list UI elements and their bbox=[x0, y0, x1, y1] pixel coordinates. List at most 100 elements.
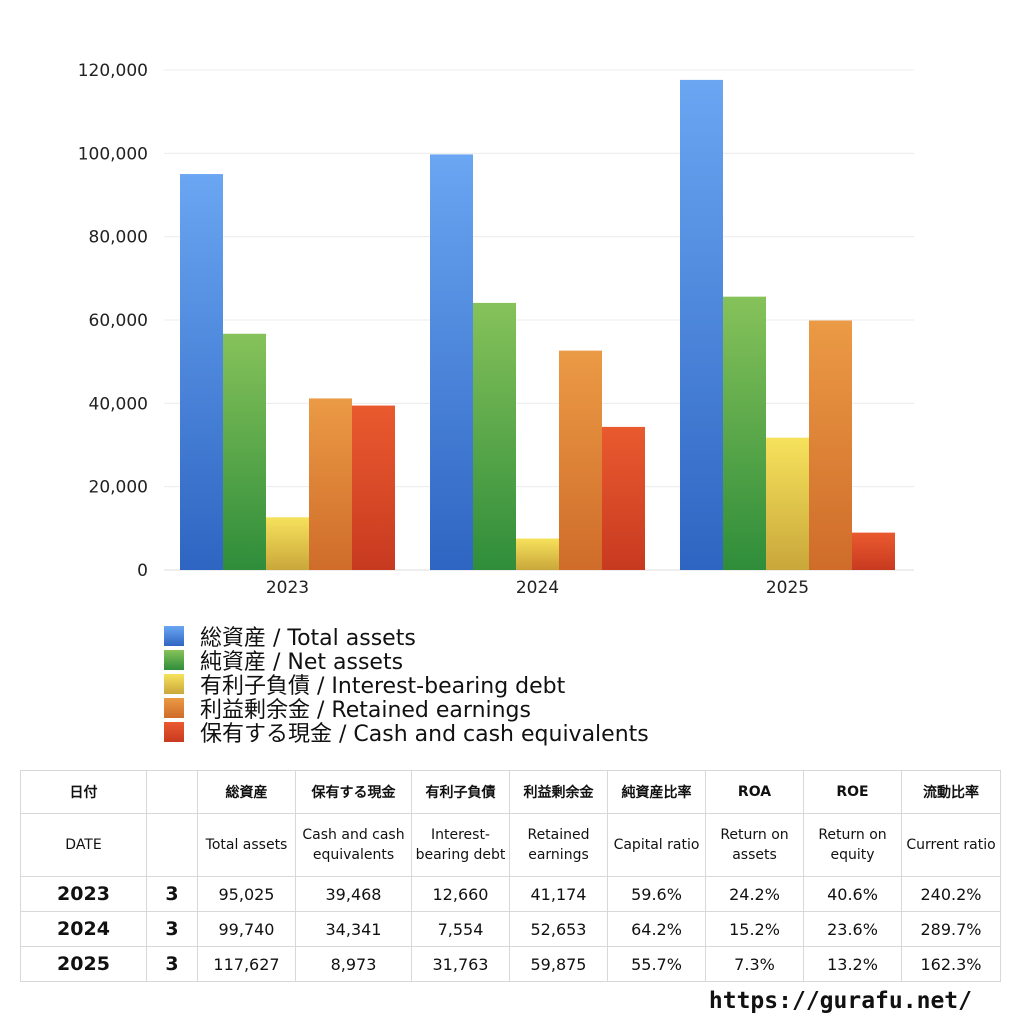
header-capital-ratio-jp: 純資産比率 bbox=[607, 770, 706, 814]
header-date-en: DATE bbox=[20, 813, 147, 877]
bar-2023-series-4 bbox=[352, 405, 395, 570]
legend-label: 総資産 / Total assets bbox=[200, 626, 416, 651]
cell-debt: 12,660 bbox=[411, 876, 510, 912]
bar-2023-series-3 bbox=[309, 398, 352, 570]
legend-item-retained-earnings: 利益剰余金 / Retained earnings bbox=[164, 696, 649, 723]
header-debt-en: Interest-bearing debt bbox=[411, 813, 510, 877]
cell-total-assets: 95,025 bbox=[197, 876, 296, 912]
row-month: 3 bbox=[146, 911, 198, 947]
cell-roa: 24.2% bbox=[705, 876, 804, 912]
legend-swatch bbox=[164, 674, 184, 694]
row-year: 2025 bbox=[20, 946, 147, 982]
y-axis-ticks: 0 20,000 40,000 60,000 80,000 100,000 120,000 bbox=[78, 61, 148, 581]
y-tick-label: 80,000 bbox=[89, 228, 148, 248]
bar-2025-series-3 bbox=[809, 320, 852, 570]
cell-cash: 8,973 bbox=[295, 946, 412, 982]
grid-lines bbox=[164, 69, 914, 571]
y-tick-label: 100,000 bbox=[78, 144, 148, 164]
bar-2023-series-2 bbox=[266, 517, 309, 570]
bar-2024-series-4 bbox=[602, 426, 645, 570]
legend-swatch bbox=[164, 650, 184, 670]
row-month: 3 bbox=[146, 946, 198, 982]
legend-swatch bbox=[164, 698, 184, 718]
legend-swatch bbox=[164, 626, 184, 646]
header-total-assets-jp: 総資産 bbox=[197, 770, 296, 814]
legend-label: 有利子負債 / Interest-bearing debt bbox=[200, 674, 566, 699]
y-tick-label: 60,000 bbox=[89, 311, 148, 331]
cell-current-ratio: 289.7% bbox=[901, 911, 1001, 947]
header-total-assets-en: Total assets bbox=[197, 813, 296, 877]
bar-2024-series-1 bbox=[473, 302, 516, 570]
cell-roa: 15.2% bbox=[705, 911, 804, 947]
cell-current-ratio: 162.3% bbox=[901, 946, 1001, 982]
bar-2025-series-0 bbox=[680, 79, 723, 570]
header-cash-en: Cash and cash equivalents bbox=[295, 813, 412, 877]
header-date-jp: 日付 bbox=[20, 770, 147, 814]
header-current-ratio-en: Current ratio bbox=[901, 813, 1001, 877]
header-blank-en bbox=[146, 813, 198, 877]
legend-item-cash: 保有する現金 / Cash and cash equivalents bbox=[164, 720, 649, 747]
bar-2023-series-1 bbox=[223, 333, 266, 570]
site-url-link[interactable]: https://gurafu.net/ bbox=[708, 988, 972, 1014]
legend-item-net-assets: 純資産 / Net assets bbox=[164, 648, 649, 675]
table-row: 2025 3 117,627 8,973 31,763 59,875 55.7%… bbox=[20, 946, 1001, 982]
legend-item-total-assets: 総資産 / Total assets bbox=[164, 624, 649, 651]
bar-2024-series-2 bbox=[516, 538, 559, 570]
header-roa-en: Return on assets bbox=[705, 813, 804, 877]
legend-swatch bbox=[164, 722, 184, 742]
cell-cash: 34,341 bbox=[295, 911, 412, 947]
header-capital-ratio-en: Capital ratio bbox=[607, 813, 706, 877]
cell-cash: 39,468 bbox=[295, 876, 412, 912]
header-roa-jp: ROA bbox=[705, 770, 804, 814]
cell-retained: 59,875 bbox=[509, 946, 608, 982]
cell-debt: 7,554 bbox=[411, 911, 510, 947]
cell-capital-ratio: 64.2% bbox=[607, 911, 706, 947]
table-row: 2024 3 99,740 34,341 7,554 52,653 64.2% … bbox=[20, 911, 1001, 947]
legend-label: 純資産 / Net assets bbox=[200, 650, 404, 675]
y-tick-label: 40,000 bbox=[89, 394, 148, 414]
cell-debt: 31,763 bbox=[411, 946, 510, 982]
x-axis-ticks: 2023 2024 2025 bbox=[266, 578, 809, 598]
cell-capital-ratio: 59.6% bbox=[607, 876, 706, 912]
y-tick-label: 0 bbox=[137, 561, 148, 581]
cell-total-assets: 99,740 bbox=[197, 911, 296, 947]
header-cash-jp: 保有する現金 bbox=[295, 770, 412, 814]
cell-roe: 23.6% bbox=[803, 911, 902, 947]
bars bbox=[180, 79, 895, 570]
cell-roa: 7.3% bbox=[705, 946, 804, 982]
bar-2025-series-2 bbox=[766, 437, 809, 570]
header-retained-jp: 利益剰余金 bbox=[509, 770, 608, 814]
legend-label: 保有する現金 / Cash and cash equivalents bbox=[200, 722, 649, 747]
header-roe-jp: ROE bbox=[803, 770, 902, 814]
x-tick-label: 2023 bbox=[266, 578, 309, 598]
bar-2025-series-1 bbox=[723, 296, 766, 570]
legend: 総資産 / Total assets 純資産 / Net assets 有利子負… bbox=[164, 624, 649, 747]
header-current-ratio-jp: 流動比率 bbox=[901, 770, 1001, 814]
table-header-jp: 日付 総資産 保有する現金 有利子負債 利益剰余金 純資産比率 ROA ROE … bbox=[20, 770, 1001, 814]
header-retained-en: Retained earnings bbox=[509, 813, 608, 877]
cell-total-assets: 117,627 bbox=[197, 946, 296, 982]
cell-roe: 40.6% bbox=[803, 876, 902, 912]
table-header-en: DATE Total assets Cash and cash equivale… bbox=[20, 813, 1001, 877]
bar-2024-series-0 bbox=[430, 154, 473, 570]
cell-capital-ratio: 55.7% bbox=[607, 946, 706, 982]
header-roe-en: Return on equity bbox=[803, 813, 902, 877]
header-debt-jp: 有利子負債 bbox=[411, 770, 510, 814]
table-row: 2023 3 95,025 39,468 12,660 41,174 59.6%… bbox=[20, 876, 1001, 912]
row-year: 2023 bbox=[20, 876, 147, 912]
y-tick-label: 20,000 bbox=[89, 478, 148, 498]
cell-current-ratio: 240.2% bbox=[901, 876, 1001, 912]
header-blank-jp bbox=[146, 770, 198, 814]
x-tick-label: 2024 bbox=[516, 578, 559, 598]
row-year: 2024 bbox=[20, 911, 147, 947]
cell-roe: 13.2% bbox=[803, 946, 902, 982]
cell-retained: 41,174 bbox=[509, 876, 608, 912]
row-month: 3 bbox=[146, 876, 198, 912]
legend-label: 利益剰余金 / Retained earnings bbox=[200, 698, 531, 723]
bar-2023-series-0 bbox=[180, 174, 223, 570]
y-tick-label: 120,000 bbox=[78, 61, 148, 81]
legend-item-interest-bearing-debt: 有利子負債 / Interest-bearing debt bbox=[164, 672, 649, 699]
financial-table: 日付 総資産 保有する現金 有利子負債 利益剰余金 純資産比率 ROA ROE … bbox=[20, 770, 1001, 982]
x-tick-label: 2025 bbox=[766, 578, 809, 598]
bar-2024-series-3 bbox=[559, 350, 602, 570]
